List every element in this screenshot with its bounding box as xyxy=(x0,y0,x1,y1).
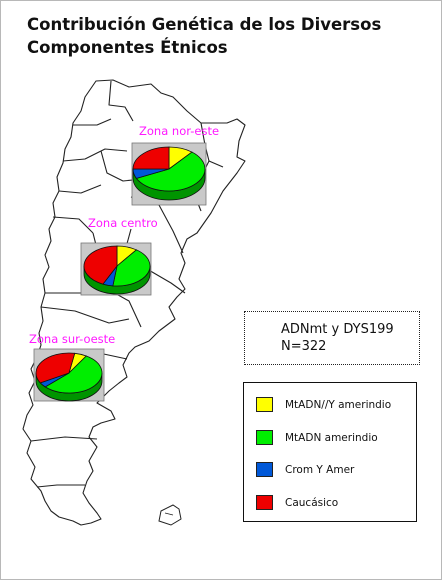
pie-slice-cauc-sico xyxy=(35,352,76,384)
legend-swatch xyxy=(256,397,273,412)
pie-slice-mtadn-amerindio xyxy=(112,249,151,287)
pie-slice-mtadn-amerindio xyxy=(44,355,103,394)
legend-item-caucasico: Caucásico xyxy=(256,495,338,510)
zone-label-sur-oeste: Zona sur-oeste xyxy=(29,332,115,346)
title-line-2: Componentes Étnicos xyxy=(27,38,228,57)
sample-info-box: ADNmt y DYS199 N=322 xyxy=(244,311,420,365)
legend-item-crom-y-amer: Crom Y Amer xyxy=(256,462,354,477)
legend-label: Crom Y Amer xyxy=(285,463,355,476)
legend-label: MtADN//Y amerindio xyxy=(285,398,392,411)
info-line-2: N=322 xyxy=(281,339,327,354)
chart-title: Contribución Genética de los Diversos Co… xyxy=(27,13,387,59)
pie-zona-centro xyxy=(83,245,151,295)
pie-slice-cauc-sico xyxy=(83,245,118,285)
legend-item-mtadn-y-amerindio: MtADN//Y amerindio xyxy=(256,397,391,412)
legend-swatch xyxy=(256,495,273,510)
pie-zona-nor-este xyxy=(132,146,206,201)
zone-label-centro: Zona centro xyxy=(88,216,158,230)
legend-label: Caucásico xyxy=(285,496,339,509)
country-outline xyxy=(22,79,246,526)
title-line-1: Contribución Genética de los Diversos xyxy=(27,15,382,34)
legend-swatch xyxy=(256,430,273,445)
tierra-del-fuego xyxy=(158,504,182,526)
pie-slice-cauc-sico xyxy=(132,146,170,170)
info-line-1: ADNmt y DYS199 xyxy=(281,322,394,337)
zone-label-nor-este: Zona nor-este xyxy=(139,124,219,138)
legend-item-mtadn-amerindio: MtADN amerindio xyxy=(256,430,378,445)
legend-swatch xyxy=(256,462,273,477)
legend: MtADN//Y amerindio MtADN amerindio Crom … xyxy=(243,382,417,522)
pie-slice-mtadn-amerindio xyxy=(135,151,206,192)
legend-label: MtADN amerindio xyxy=(285,431,378,444)
pie-zona-sur-oeste xyxy=(35,352,103,402)
